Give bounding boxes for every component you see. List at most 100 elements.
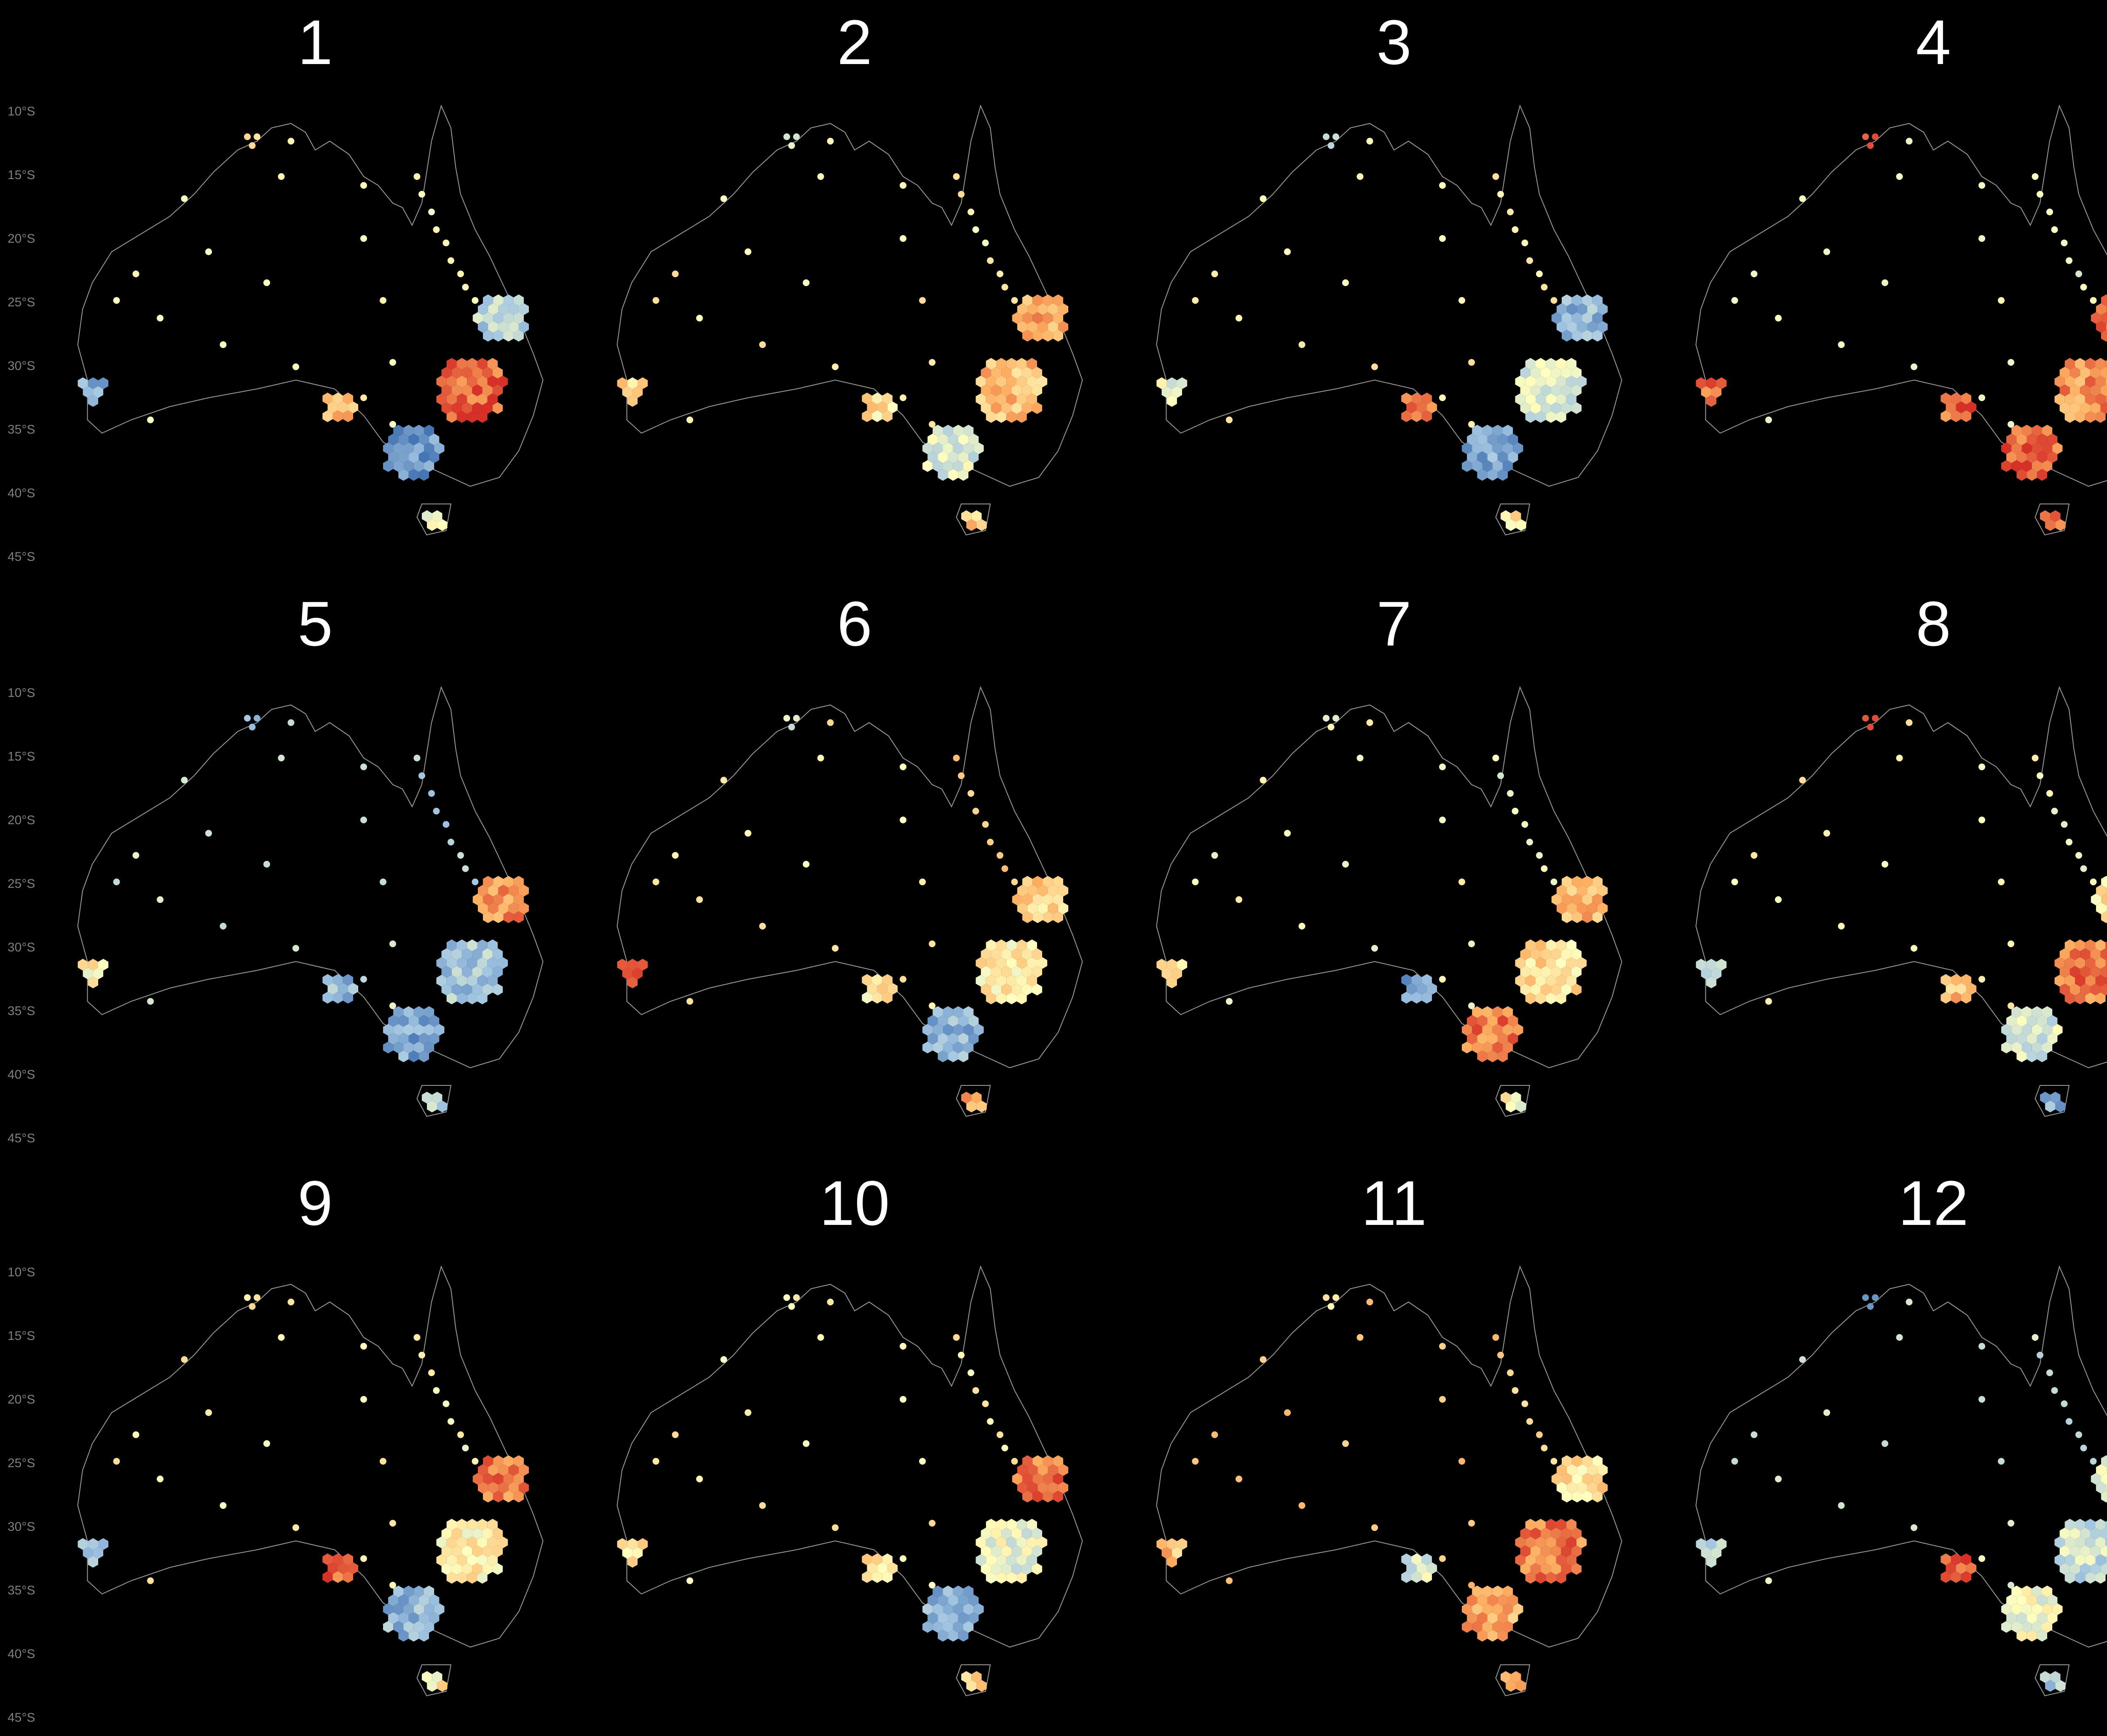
dot-interior — [672, 1431, 679, 1438]
dot-interior — [1260, 777, 1267, 784]
dot-interior — [1371, 945, 1378, 952]
dot-interior — [263, 861, 270, 868]
dot-interior — [389, 940, 396, 947]
dot-interior — [1236, 896, 1242, 903]
dot-interior — [1192, 1458, 1199, 1465]
dot-queensland — [982, 240, 989, 246]
dot-interior — [220, 341, 227, 348]
dot-queensland — [2051, 226, 2058, 233]
dot-north — [1867, 142, 1874, 149]
lat-tick-label: 15°S — [8, 750, 35, 763]
dot-interior — [1342, 279, 1349, 286]
panel-7 — [1157, 687, 1622, 1117]
panel-title: 11 — [1268, 1171, 1520, 1235]
dot-queensland — [1507, 209, 1514, 215]
lat-tick-label: 40°S — [8, 1648, 35, 1661]
dot-interior — [1896, 755, 1903, 761]
dot-queensland — [414, 755, 421, 761]
panel-6 — [617, 687, 1083, 1117]
lat-tick-label: 10°S — [8, 105, 35, 118]
dot-interior — [832, 945, 839, 952]
dot-interior — [389, 359, 396, 366]
dot-interior — [900, 235, 906, 242]
dot-queensland — [1512, 1387, 1519, 1394]
dot-interior — [1357, 1334, 1364, 1341]
dot-interior — [1838, 1502, 1845, 1509]
dot-interior — [929, 940, 936, 947]
dot-queensland — [1536, 271, 1543, 277]
dot-interior — [1458, 879, 1465, 885]
dot-queensland — [457, 1431, 464, 1438]
dot-queensland — [443, 821, 450, 828]
lat-tick-label: 25°S — [8, 878, 35, 890]
panel-title: 10 — [728, 1171, 981, 1235]
dot-interior — [1468, 359, 1475, 366]
dot-interior — [360, 1396, 367, 1403]
dot-interior — [360, 1343, 367, 1350]
dot-north — [1323, 134, 1330, 140]
dot-queensland — [953, 755, 960, 761]
dot-interior — [1357, 173, 1364, 180]
dot-interior — [1765, 998, 1772, 1005]
dot-interior — [1799, 1356, 1806, 1363]
panel-10 — [617, 1267, 1083, 1696]
dot-interior — [1978, 1343, 1985, 1350]
dot-queensland — [2075, 271, 2082, 277]
dot-queensland — [2066, 1418, 2072, 1425]
dot-interior — [288, 719, 295, 726]
dot-queensland — [448, 1418, 454, 1425]
dot-north — [249, 142, 256, 149]
dot-north — [1328, 724, 1335, 731]
panel-9 — [78, 1267, 543, 1696]
dot-interior — [1299, 1502, 1305, 1509]
dot-north — [1323, 715, 1330, 722]
dot-interior — [1371, 364, 1378, 370]
dot-interior — [1896, 1334, 1903, 1341]
dot-interior — [1236, 315, 1242, 321]
dot-north — [244, 1294, 251, 1301]
dot-queensland — [443, 1401, 450, 1407]
dot-interior — [1775, 315, 1782, 321]
dot-queensland — [968, 1369, 974, 1376]
dot-queensland — [2032, 173, 2039, 180]
dot-interior — [1978, 976, 1985, 983]
dot-queensland — [2080, 1445, 2087, 1452]
dot-interior — [133, 1431, 139, 1438]
dot-queensland — [1512, 808, 1519, 814]
dot-interior — [205, 830, 212, 837]
dot-queensland — [2046, 1369, 2053, 1376]
dot-interior — [1299, 923, 1305, 930]
dot-queensland — [1493, 173, 1499, 180]
dot-interior — [653, 879, 659, 885]
dot-interior — [1732, 879, 1738, 885]
dot-interior — [278, 173, 285, 180]
australia-outline — [617, 1267, 1083, 1647]
dot-north — [254, 715, 260, 722]
dot-queensland — [2051, 1387, 2058, 1394]
dot-queensland — [1526, 1418, 1533, 1425]
dot-interior — [2008, 1582, 2014, 1589]
dot-interior — [1371, 1524, 1378, 1531]
dot-interior — [1439, 764, 1446, 770]
australia-outline — [1157, 106, 1622, 486]
dot-interior — [1732, 297, 1738, 304]
dot-queensland — [418, 1352, 425, 1358]
dot-north — [1867, 724, 1874, 731]
dot-queensland — [2037, 1352, 2043, 1358]
dot-interior — [1823, 249, 1830, 255]
dot-interior — [818, 1334, 824, 1341]
dot-interior — [1799, 777, 1806, 784]
dot-queensland — [958, 191, 965, 198]
dot-interior — [759, 341, 766, 348]
dot-interior — [360, 182, 367, 189]
dot-interior — [1458, 297, 1465, 304]
dot-interior — [1260, 1356, 1267, 1363]
lat-tick-label: 10°S — [8, 687, 35, 699]
dot-queensland — [1507, 1369, 1514, 1376]
dot-north — [1862, 1294, 1869, 1301]
dot-north — [1862, 715, 1869, 722]
dot-interior — [389, 1520, 396, 1527]
dot-interior — [1212, 852, 1218, 859]
